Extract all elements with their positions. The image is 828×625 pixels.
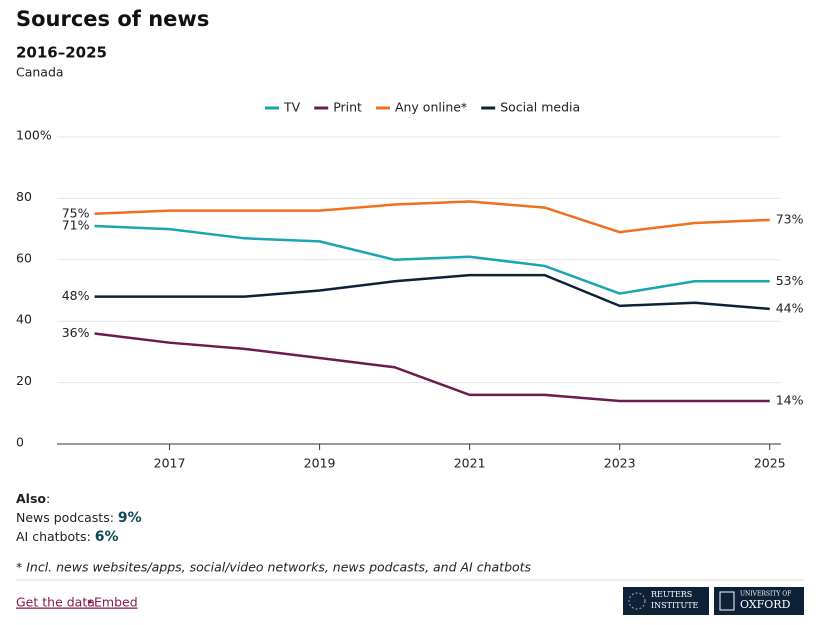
x-tick-label: 2017 [154, 456, 186, 471]
logo-text: UNIVERSITY OF [740, 591, 791, 598]
logo-text: INSTITUTE [651, 601, 699, 610]
also-value: 6% [95, 529, 119, 545]
value-label: 44% [776, 300, 804, 315]
chart-title: Sources of news [16, 7, 209, 31]
legend-label: Social media [500, 100, 580, 115]
y-tick-label: 20 [16, 373, 32, 388]
logo-icon [719, 591, 735, 611]
also-item: News podcasts: 9% [16, 510, 142, 527]
x-tick-label: 2019 [304, 456, 336, 471]
value-label: 14% [776, 393, 804, 408]
x-tick-label: 2021 [454, 456, 486, 471]
legend-label: Print [333, 100, 362, 115]
also-value: 9% [118, 510, 142, 526]
x-tick-label: 2025 [754, 456, 786, 471]
y-tick-label: 100% [16, 128, 52, 143]
also-heading-text: Also [16, 491, 46, 506]
y-tick-label: 80 [16, 189, 32, 204]
also-label: News podcasts: [16, 510, 118, 525]
x-tick-label: 2023 [604, 456, 636, 471]
legend-label: Any online* [395, 100, 467, 115]
logo-text: OXFORD [740, 598, 791, 611]
reuters-logo [623, 587, 709, 615]
y-tick-label: 0 [16, 435, 24, 450]
footnote: * Incl. news websites/apps, social/video… [16, 560, 532, 575]
series-line [94, 273, 770, 311]
also-colon: : [46, 491, 50, 506]
value-label: 75% [62, 205, 90, 220]
also-label: AI chatbots: [16, 529, 95, 544]
logo-text: REUTERS [651, 590, 692, 599]
link-separator: • [86, 595, 93, 610]
y-tick-label: 60 [16, 250, 32, 265]
chart-subtitle: 2016–2025 [16, 44, 107, 62]
value-label: 53% [776, 273, 804, 288]
embed-link[interactable]: Embed [94, 595, 138, 610]
also-item: AI chatbots: 6% [16, 529, 119, 546]
data-link[interactable]: Get the data [16, 595, 95, 610]
series-line [94, 224, 770, 295]
also-heading: Also: [16, 491, 50, 506]
value-label: 48% [62, 288, 90, 303]
legend-label: TV [283, 100, 301, 115]
series-line [94, 332, 770, 403]
value-label: 73% [776, 211, 804, 226]
y-tick-label: 40 [16, 312, 32, 327]
value-label: 71% [62, 218, 90, 233]
value-label: 36% [62, 325, 90, 340]
series-line [94, 200, 770, 234]
logo-icon [628, 592, 646, 610]
region: Canada [16, 65, 64, 80]
